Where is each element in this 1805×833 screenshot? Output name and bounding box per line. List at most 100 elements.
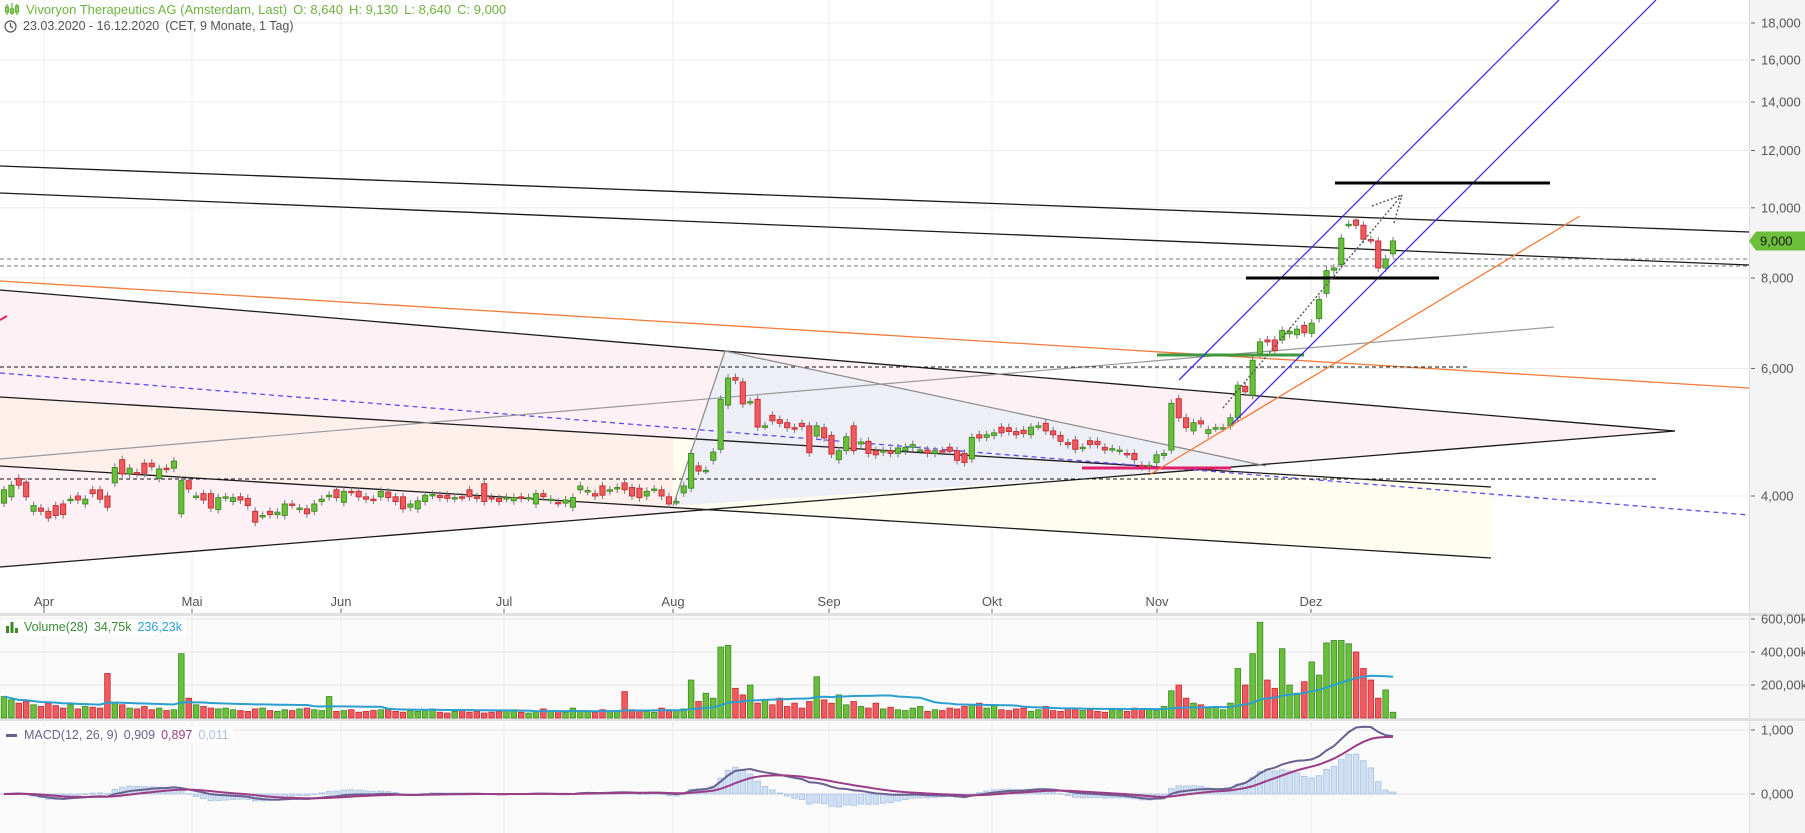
candle bbox=[1175, 394, 1182, 422]
candle bbox=[1338, 234, 1345, 269]
candle-body bbox=[584, 490, 591, 493]
candle-body bbox=[1234, 384, 1241, 419]
resistance-line bbox=[0, 192, 1749, 266]
candle bbox=[67, 495, 74, 504]
panel-divider-volume[interactable] bbox=[0, 613, 1805, 616]
volume-legend[interactable]: Volume(28) 34,75k 236,23k bbox=[2, 619, 186, 635]
candle-body bbox=[1013, 431, 1020, 436]
candle-body bbox=[1197, 420, 1204, 425]
volume-bar bbox=[673, 710, 680, 719]
triangle-edge-line bbox=[724, 350, 1267, 467]
candle bbox=[377, 487, 384, 501]
candle bbox=[651, 485, 658, 494]
candle bbox=[104, 492, 111, 512]
resistance-line bbox=[0, 165, 1749, 233]
volume-bar bbox=[1123, 711, 1131, 719]
volume-bar bbox=[828, 702, 835, 719]
volume-bar bbox=[1020, 707, 1027, 719]
candle-body bbox=[710, 451, 717, 461]
macd-histogram-bar bbox=[717, 777, 724, 795]
trend-line-drawings[interactable] bbox=[0, 165, 1749, 568]
blue-dashed-trend-line bbox=[0, 372, 1749, 516]
volume-bar bbox=[687, 679, 695, 719]
candle bbox=[747, 397, 754, 406]
volume-bar bbox=[1035, 709, 1042, 719]
candle bbox=[370, 495, 377, 504]
blue-channel-lower bbox=[1230, 0, 1657, 426]
volume-bar bbox=[554, 711, 562, 719]
volume-bar bbox=[1197, 704, 1205, 719]
candle-body bbox=[1035, 425, 1042, 428]
candle bbox=[392, 492, 399, 506]
macd-legend[interactable]: MACD(12, 26, 9) 0,909 0,897 0,011 bbox=[2, 727, 233, 743]
volume-bar bbox=[976, 702, 983, 719]
volume-bar bbox=[983, 707, 990, 719]
volume-bar bbox=[820, 699, 828, 719]
volume-bar bbox=[968, 704, 976, 719]
volume-bar bbox=[1005, 710, 1013, 719]
macd-histogram-bar bbox=[178, 790, 185, 795]
candle-body bbox=[813, 425, 820, 437]
volume-panel[interactable] bbox=[0, 616, 1749, 719]
volume-bar bbox=[850, 701, 857, 719]
candle-body bbox=[488, 497, 495, 500]
candle bbox=[739, 377, 746, 408]
volume-bar bbox=[185, 697, 192, 719]
candle bbox=[976, 430, 983, 443]
price-axis[interactable] bbox=[1749, 0, 1805, 833]
candle bbox=[1367, 235, 1374, 245]
candle-body bbox=[1057, 434, 1064, 442]
volume-bar bbox=[111, 702, 119, 719]
panel-divider-macd[interactable] bbox=[0, 718, 1805, 721]
volume-bar bbox=[481, 712, 488, 719]
candle-body bbox=[348, 490, 355, 494]
candle bbox=[215, 493, 222, 514]
candle-body bbox=[1249, 359, 1256, 396]
volume-bar bbox=[569, 707, 577, 719]
candle-body bbox=[784, 422, 791, 429]
candle-body bbox=[828, 434, 835, 455]
candle-body bbox=[562, 499, 569, 504]
volume-bar bbox=[1256, 621, 1264, 719]
volume-bar bbox=[769, 704, 776, 719]
candle-body bbox=[1064, 442, 1071, 446]
candle-body bbox=[872, 450, 879, 456]
drawing-overlays[interactable] bbox=[1082, 0, 1657, 476]
last-price-label: 9,000 bbox=[1760, 233, 1793, 248]
macd-histogram-bar bbox=[1315, 775, 1323, 795]
volume-series bbox=[0, 621, 1397, 719]
volume-bar bbox=[259, 707, 266, 719]
candle-body bbox=[917, 449, 924, 452]
candle bbox=[673, 497, 680, 506]
volume-bar bbox=[133, 708, 141, 719]
candle bbox=[185, 476, 192, 494]
y-tick-label: 8,000 bbox=[1761, 271, 1794, 286]
macd-signal-value: 0,897 bbox=[161, 728, 193, 742]
candle bbox=[119, 455, 126, 478]
candle bbox=[577, 481, 584, 494]
macd-histogram-bar bbox=[643, 793, 650, 795]
volume-bar bbox=[8, 699, 15, 719]
candle-body bbox=[924, 449, 931, 454]
candle bbox=[15, 474, 22, 490]
macd-panel[interactable] bbox=[0, 721, 1749, 833]
volume-bar bbox=[89, 706, 96, 719]
volume-bar bbox=[1278, 648, 1286, 719]
candle bbox=[658, 485, 665, 500]
candle-body bbox=[60, 503, 67, 516]
candle-body bbox=[821, 427, 828, 439]
volume-bar bbox=[281, 709, 288, 719]
candle-body bbox=[318, 498, 325, 503]
candle-body bbox=[1153, 454, 1160, 463]
volume-bar bbox=[525, 712, 532, 719]
macd-histogram-bar bbox=[74, 793, 82, 797]
macd-histogram-bar bbox=[1352, 753, 1360, 795]
x-tick-label: Mai bbox=[182, 594, 203, 609]
candle-body bbox=[111, 467, 118, 484]
volume-bar bbox=[1271, 687, 1278, 719]
macd-histogram-bar bbox=[658, 793, 665, 795]
macd-histogram-bar bbox=[333, 790, 340, 795]
ohlc-high: H: 9,130 bbox=[348, 2, 399, 17]
candle bbox=[178, 476, 185, 518]
